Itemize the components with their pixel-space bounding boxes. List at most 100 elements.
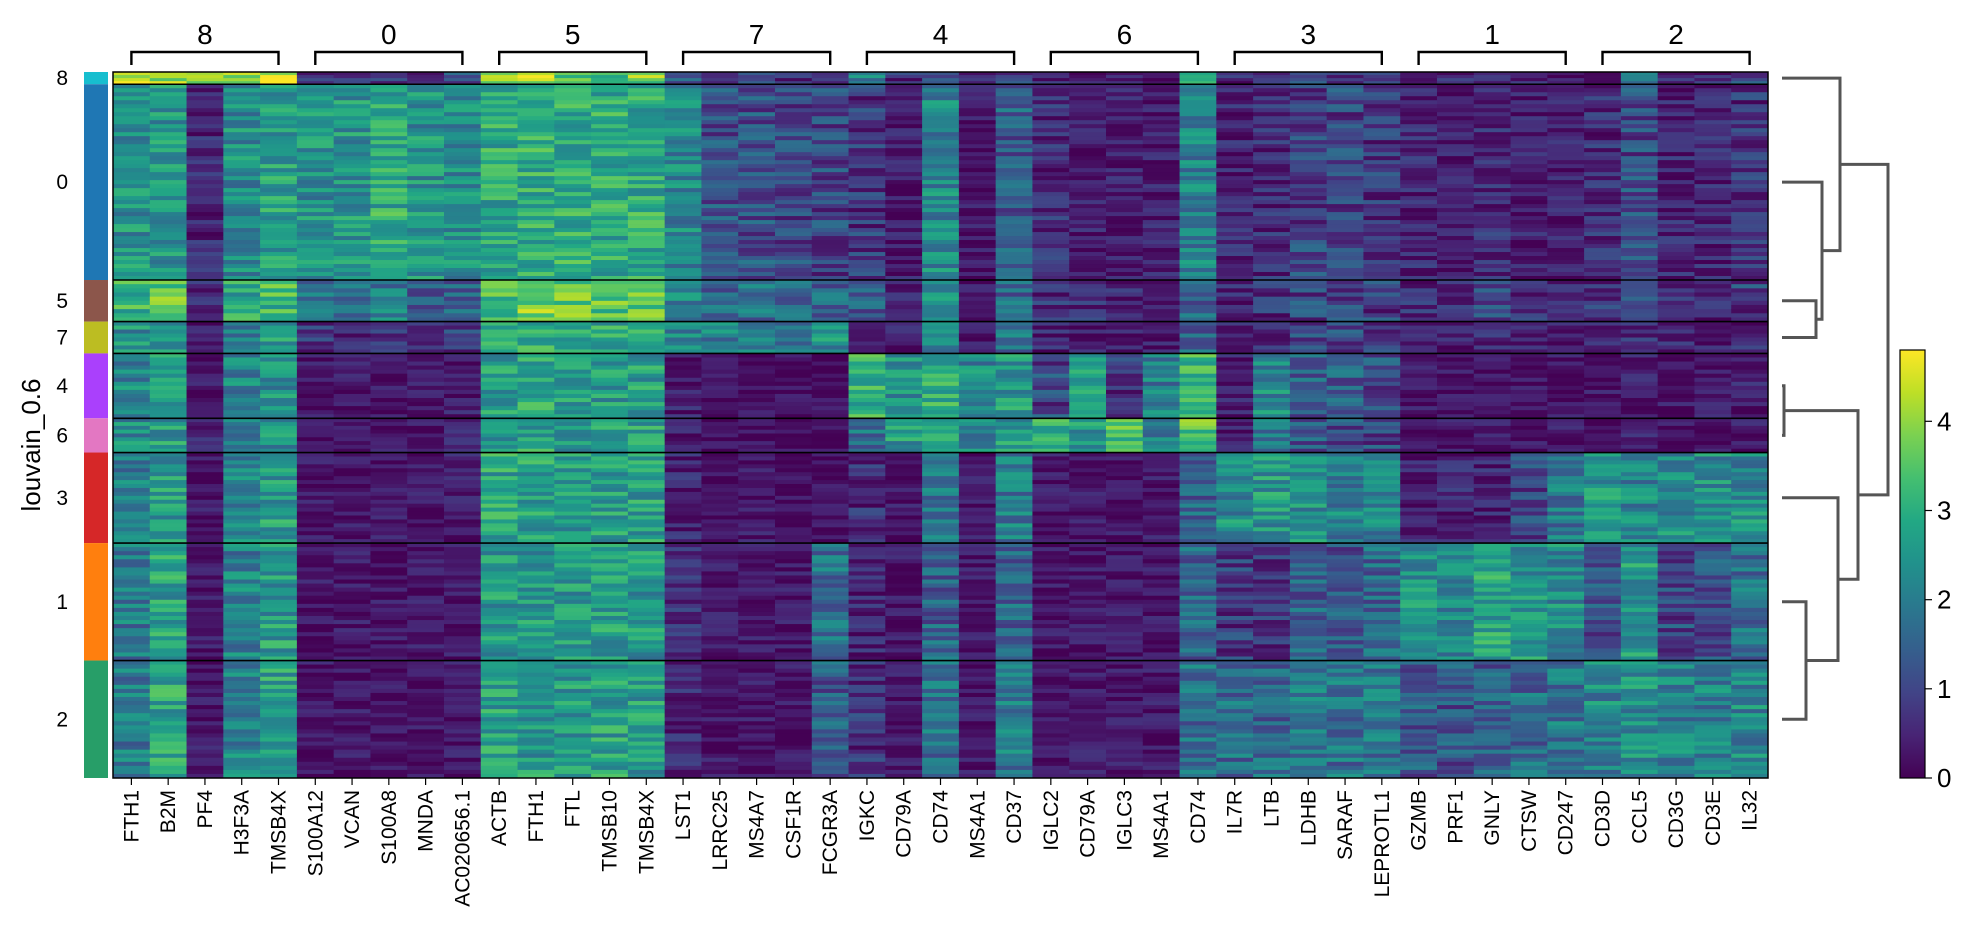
heatmap-cell bbox=[407, 244, 445, 249]
heatmap-cell bbox=[848, 112, 886, 117]
heatmap-cell bbox=[1106, 252, 1144, 257]
heatmap-cell bbox=[1510, 410, 1548, 415]
heatmap-cell bbox=[591, 75, 629, 79]
heatmap-cell bbox=[1731, 422, 1769, 427]
heatmap-cell bbox=[958, 288, 997, 293]
heatmap-cell bbox=[1032, 495, 1070, 501]
heatmap-cell bbox=[738, 527, 776, 532]
heatmap-cell bbox=[701, 472, 739, 477]
heatmap-cell bbox=[1253, 164, 1291, 169]
heatmap-cell bbox=[1106, 433, 1144, 438]
heatmap-cell bbox=[591, 527, 629, 532]
heatmap-cell bbox=[186, 188, 224, 193]
heatmap-cell bbox=[664, 531, 702, 536]
heatmap-cell bbox=[1289, 292, 1328, 298]
heatmap-cell bbox=[627, 296, 666, 302]
heatmap-cell bbox=[480, 487, 518, 493]
heatmap-cell bbox=[591, 472, 629, 477]
heatmap-cell bbox=[995, 288, 1033, 293]
heatmap-cell bbox=[407, 136, 445, 141]
heatmap-cell bbox=[260, 333, 298, 338]
heatmap-cell bbox=[627, 212, 666, 217]
heatmap-cell bbox=[260, 369, 298, 375]
heatmap-cell bbox=[922, 188, 960, 193]
heatmap-cell bbox=[1400, 136, 1438, 141]
heatmap-cell bbox=[1106, 108, 1144, 113]
heatmap-cell bbox=[1253, 337, 1291, 342]
heatmap-cell bbox=[1069, 88, 1107, 93]
heatmap-cell bbox=[1216, 248, 1254, 253]
heatmap-cell bbox=[1584, 244, 1622, 249]
heatmap-cell bbox=[885, 200, 923, 205]
heatmap-cell bbox=[1657, 120, 1695, 125]
heatmap-cell bbox=[1510, 325, 1548, 330]
heatmap-cell bbox=[885, 456, 923, 461]
heatmap-cell bbox=[664, 476, 702, 481]
heatmap-cell bbox=[995, 406, 1033, 411]
heatmap-cell bbox=[848, 437, 886, 442]
heatmap-cell bbox=[591, 252, 629, 257]
heatmap-cell bbox=[1032, 515, 1070, 520]
heatmap-cell bbox=[1620, 300, 1659, 306]
heatmap-cell bbox=[885, 78, 923, 82]
heatmap-cell bbox=[1142, 444, 1180, 450]
heatmap-cell bbox=[186, 224, 224, 229]
heatmap-cell bbox=[738, 539, 776, 544]
heatmap-cell bbox=[738, 317, 776, 323]
heatmap-cell bbox=[554, 309, 592, 314]
heatmap-cell bbox=[186, 200, 224, 205]
heatmap-cell bbox=[260, 296, 298, 302]
heatmap-cell bbox=[627, 148, 666, 153]
heatmap-cell bbox=[1032, 341, 1070, 346]
heatmap-cell bbox=[517, 317, 555, 323]
heatmap-cell bbox=[848, 317, 886, 323]
heatmap-cell bbox=[1400, 433, 1438, 438]
heatmap-cell bbox=[223, 104, 261, 109]
heatmap-cell bbox=[407, 288, 445, 293]
heatmap-cell bbox=[1400, 410, 1438, 415]
heatmap-cell bbox=[664, 464, 702, 469]
heatmap-cell bbox=[995, 441, 1033, 446]
heatmap-cell bbox=[591, 112, 629, 117]
heatmap-cell bbox=[1473, 88, 1511, 93]
heatmap-cell bbox=[223, 515, 261, 520]
heatmap-cell bbox=[1473, 232, 1511, 237]
heatmap-cell bbox=[554, 78, 592, 82]
heatmap-cell bbox=[1437, 152, 1475, 157]
heatmap-cell bbox=[922, 84, 960, 89]
heatmap-cell bbox=[1216, 240, 1254, 245]
heatmap-cell bbox=[1547, 172, 1585, 177]
heatmap-cell bbox=[296, 414, 335, 419]
heatmap-cell bbox=[1253, 152, 1291, 157]
heatmap-cell bbox=[811, 268, 849, 273]
heatmap-cell bbox=[1657, 304, 1695, 310]
heatmap-cell bbox=[1400, 333, 1438, 338]
heatmap-cell bbox=[738, 441, 776, 446]
heatmap-cell bbox=[407, 200, 445, 205]
heatmap-cell bbox=[554, 377, 592, 383]
heatmap-cell bbox=[1731, 414, 1769, 419]
heatmap-cell bbox=[1142, 212, 1180, 217]
heatmap-cell bbox=[1584, 441, 1622, 446]
heatmap-cell bbox=[1473, 196, 1511, 201]
heatmap-cell bbox=[1179, 172, 1217, 177]
heatmap-cell bbox=[333, 276, 371, 281]
heatmap-cell bbox=[627, 499, 666, 505]
heatmap-cell bbox=[885, 357, 923, 362]
heatmap-cell bbox=[664, 196, 702, 201]
heatmap-cell bbox=[1694, 276, 1732, 281]
heatmap-cell bbox=[517, 128, 555, 133]
heatmap-cell bbox=[186, 433, 224, 438]
heatmap-cell bbox=[1547, 296, 1585, 302]
heatmap-cell bbox=[922, 365, 960, 371]
heatmap-cell bbox=[738, 325, 776, 330]
heatmap-cell bbox=[738, 132, 776, 137]
heatmap-cell bbox=[1106, 78, 1144, 82]
heatmap-cell bbox=[1142, 337, 1180, 342]
heatmap-cell bbox=[1437, 160, 1475, 165]
heatmap-cell bbox=[1731, 260, 1769, 265]
heatmap-cell bbox=[1584, 309, 1622, 314]
heatmap-cell bbox=[1069, 228, 1107, 233]
heatmap-cell bbox=[113, 78, 151, 82]
heatmap-cell bbox=[1731, 124, 1769, 129]
